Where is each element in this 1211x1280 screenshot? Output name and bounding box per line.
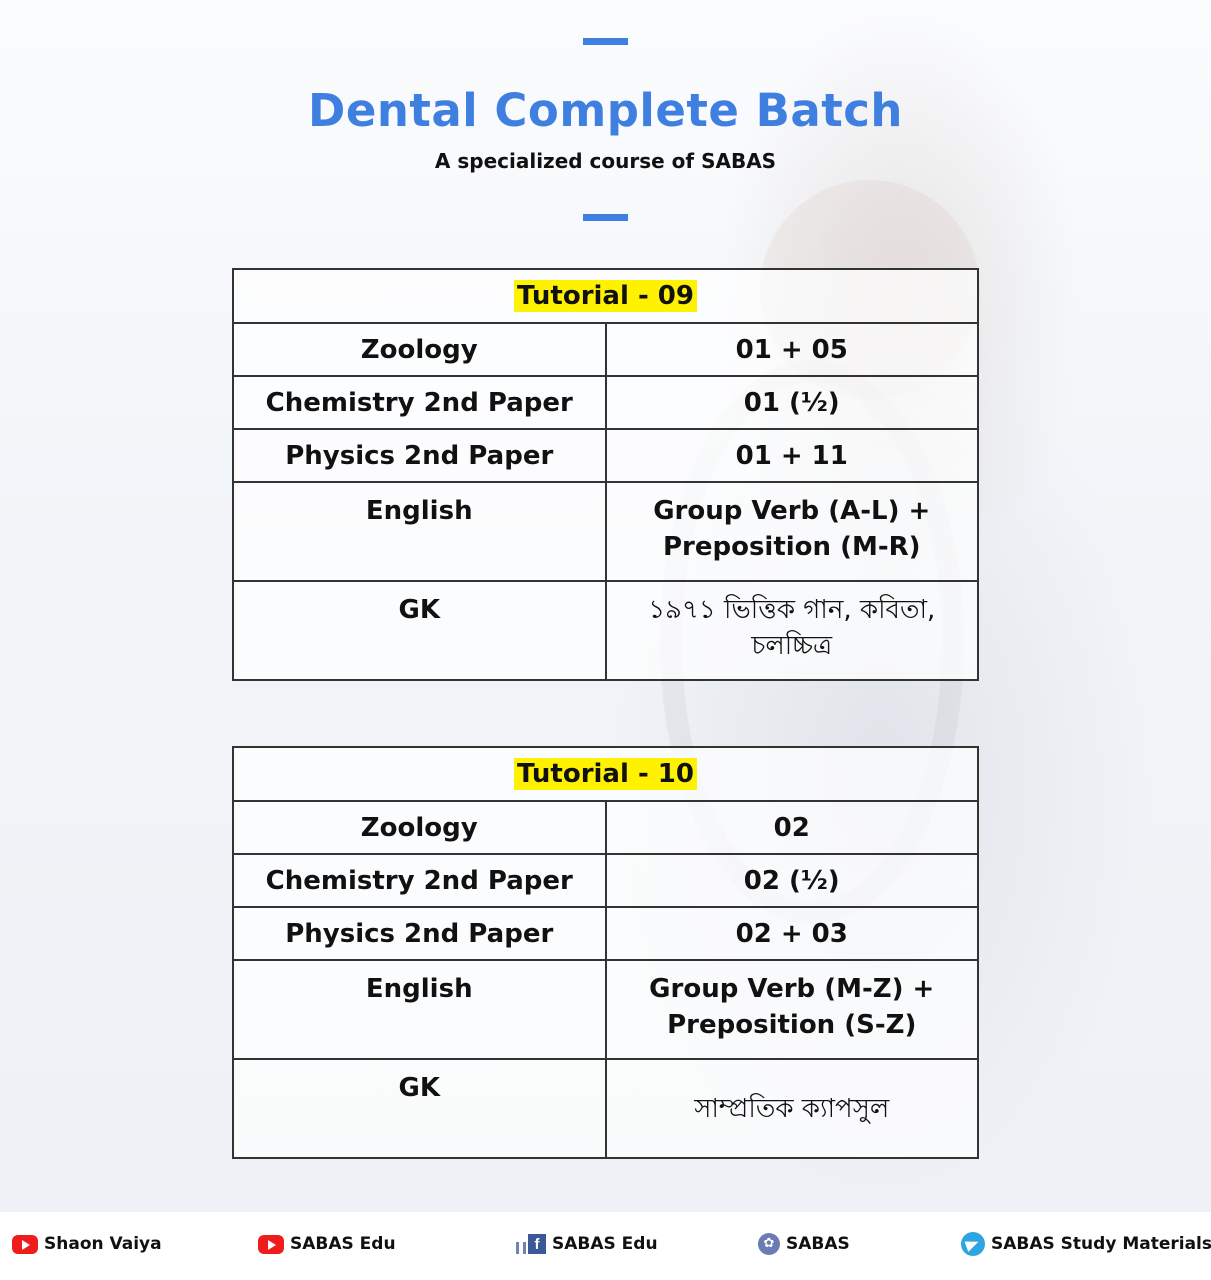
- table-header-row: Tutorial - 09: [232, 268, 979, 324]
- subject-cell: Zoology: [232, 322, 607, 377]
- content-cell: 01 + 05: [604, 322, 979, 377]
- table-row: Physics 2nd Paper 01 + 11: [232, 428, 979, 483]
- bottom-accent-bar: [583, 214, 628, 221]
- footer-link-sabas-study-materials[interactable]: SABAS Study Materials: [961, 1232, 1211, 1256]
- content-cell: 02: [604, 800, 979, 855]
- content-cell: 01 (½): [604, 375, 979, 430]
- table-title: Tutorial - 09: [514, 280, 697, 312]
- table-row: Chemistry 2nd Paper 02 (½): [232, 853, 979, 908]
- facebook-icon: f: [516, 1234, 546, 1254]
- table-title: Tutorial - 10: [514, 758, 697, 790]
- footer-link-sabas-edu-youtube[interactable]: SABAS Edu: [258, 1232, 396, 1256]
- subject-cell: Chemistry 2nd Paper: [232, 853, 607, 908]
- content-cell: 02 (½): [604, 853, 979, 908]
- content-cell: Group Verb (A-L) + Preposition (M-R): [604, 481, 979, 582]
- content-cell: Group Verb (M-Z) + Preposition (S-Z): [604, 959, 979, 1060]
- footer-label: SABAS Edu: [552, 1234, 658, 1254]
- footer-link-shaon-vaiya[interactable]: Shaon Vaiya: [12, 1232, 162, 1256]
- content-line: Preposition (M-R): [662, 532, 921, 562]
- page-title: Dental Complete Batch: [308, 84, 903, 137]
- top-accent-bar: [583, 38, 628, 45]
- subject-cell: Physics 2nd Paper: [232, 428, 607, 483]
- tutorial-09-table: Tutorial - 09 Zoology 01 + 05 Chemistry …: [232, 268, 979, 681]
- table-row: English Group Verb (M-Z) + Preposition (…: [232, 959, 979, 1060]
- content-line: Preposition (S-Z): [667, 1010, 917, 1040]
- footer-label: SABAS Study Materials: [991, 1234, 1211, 1254]
- footer-label: SABAS Edu: [290, 1234, 396, 1254]
- table-title-cell: Tutorial - 09: [232, 268, 979, 324]
- youtube-icon: [12, 1234, 38, 1254]
- table-row: Physics 2nd Paper 02 + 03: [232, 906, 979, 961]
- page-subtitle: A specialized course of SABAS: [434, 149, 777, 173]
- content-cell: সাম্প্রতিক ক্যাপসুল: [604, 1058, 979, 1159]
- content-line: ১৯৭১ ভিত্তিক গান, কবিতা,: [648, 595, 936, 625]
- footer-label: SABAS: [786, 1234, 850, 1254]
- tutorial-10-table: Tutorial - 10 Zoology 02 Chemistry 2nd P…: [232, 746, 979, 1159]
- subject-cell: Physics 2nd Paper: [232, 906, 607, 961]
- content-cell: ১৯৭১ ভিত্তিক গান, কবিতা, চলচ্চিত্র: [604, 580, 979, 681]
- content-cell: 01 + 11: [604, 428, 979, 483]
- table-row: Chemistry 2nd Paper 01 (½): [232, 375, 979, 430]
- content-line: Group Verb (M-Z) +: [649, 974, 935, 1004]
- sabas-logo-icon: ✿: [758, 1233, 780, 1255]
- table-row: Zoology 02: [232, 800, 979, 855]
- footer-link-sabas-edu-facebook[interactable]: f SABAS Edu: [516, 1232, 658, 1256]
- telegram-icon: [961, 1232, 985, 1256]
- table-header-row: Tutorial - 10: [232, 746, 979, 802]
- subject-cell: GK: [232, 1058, 607, 1159]
- content-line: সাম্প্রতিক ক্যাপসুল: [694, 1093, 890, 1124]
- content-cell: 02 + 03: [604, 906, 979, 961]
- subject-cell: English: [232, 481, 607, 582]
- subject-cell: Chemistry 2nd Paper: [232, 375, 607, 430]
- subject-cell: English: [232, 959, 607, 1060]
- table-row: English Group Verb (A-L) + Preposition (…: [232, 481, 979, 582]
- table-row: Zoology 01 + 05: [232, 322, 979, 377]
- footer-link-sabas[interactable]: ✿ SABAS: [758, 1232, 850, 1256]
- youtube-icon: [258, 1234, 284, 1254]
- table-row: GK সাম্প্রতিক ক্যাপসুল: [232, 1058, 979, 1159]
- subject-cell: GK: [232, 580, 607, 681]
- table-title-cell: Tutorial - 10: [232, 746, 979, 802]
- footer-label: Shaon Vaiya: [44, 1234, 162, 1254]
- footer-bar: [0, 1212, 1211, 1280]
- content-line: চলচ্চিত্র: [751, 631, 833, 661]
- content-line: Group Verb (A-L) +: [653, 496, 931, 526]
- table-row: GK ১৯৭১ ভিত্তিক গান, কবিতা, চলচ্চিত্র: [232, 580, 979, 681]
- subject-cell: Zoology: [232, 800, 607, 855]
